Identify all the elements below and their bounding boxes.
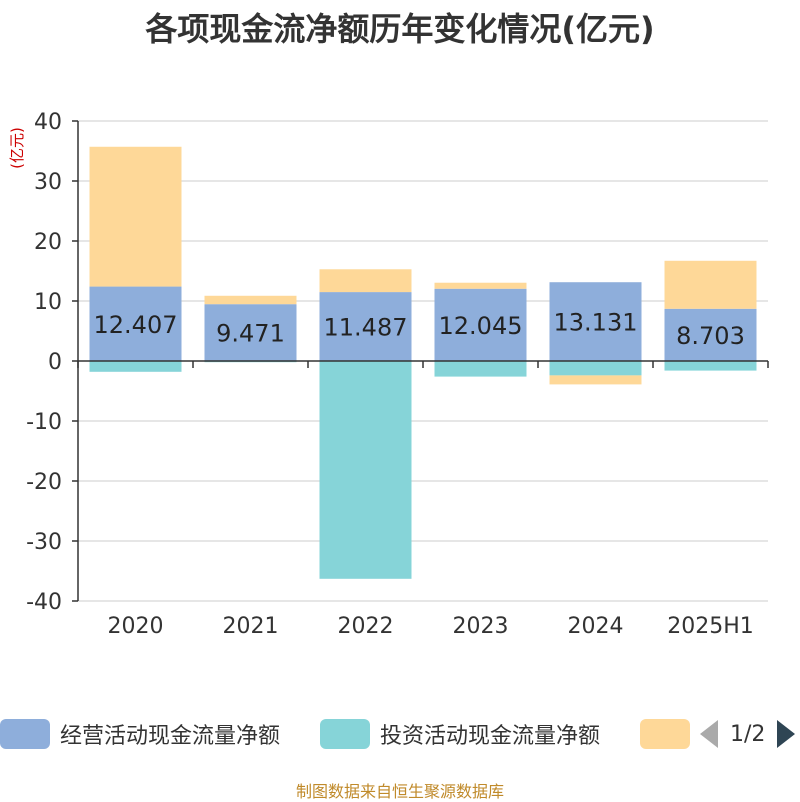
legend-swatch bbox=[640, 719, 690, 749]
bar-series-2-2023[interactable] bbox=[434, 361, 527, 377]
data-label: 13.131 bbox=[554, 309, 638, 337]
labels: 12.407 9.471 11.487 12.045 13.131 8.703 bbox=[94, 309, 745, 350]
bar-series-1-2023[interactable] bbox=[434, 288, 527, 361]
pager-next-icon[interactable] bbox=[777, 720, 796, 748]
y-tick-label: -20 bbox=[26, 470, 62, 495]
bar-series-1-2025H1[interactable] bbox=[664, 308, 757, 361]
bar-series-3-2020[interactable] bbox=[89, 146, 182, 287]
x-tick-label: 2023 bbox=[453, 614, 509, 639]
axes: 40 30 20 10 0 -10 -20 -30 -40 2020 2021 2022 2023 202… bbox=[8, 110, 769, 639]
chart: 40 30 20 10 0 -10 -20 -30 -40 2020 2021 2022 2023 202… bbox=[8, 110, 769, 639]
bar-series-3-2021[interactable] bbox=[204, 295, 297, 305]
y-tick-label: -30 bbox=[26, 530, 62, 555]
legend-pager: 1/2 bbox=[700, 716, 796, 752]
x-tick-label: 2022 bbox=[338, 614, 394, 639]
bar-series-2-2024[interactable] bbox=[549, 361, 642, 376]
y-tick-label: 10 bbox=[34, 290, 62, 315]
x-tick-label: 2024 bbox=[568, 614, 624, 639]
legend: 经营活动现金流量净额 投资活动现金流量净额 1/2 bbox=[0, 716, 800, 752]
pager-prev-icon[interactable] bbox=[700, 720, 718, 748]
y-tick-label: 30 bbox=[34, 170, 62, 195]
x-tick-label: 2020 bbox=[108, 614, 164, 639]
y-tick-label: 40 bbox=[34, 110, 62, 135]
legend-swatch bbox=[0, 719, 50, 749]
data-label: 11.487 bbox=[324, 314, 408, 342]
bar-series-3-2023[interactable] bbox=[434, 282, 527, 289]
x-tick-label: 2021 bbox=[223, 614, 279, 639]
grid-lines bbox=[78, 120, 768, 602]
y-tick-label: -10 bbox=[26, 410, 62, 435]
pager-text: 1/2 bbox=[730, 721, 766, 747]
data-label: 12.045 bbox=[439, 312, 523, 340]
bar-series-1-2020[interactable] bbox=[89, 286, 182, 361]
legend-item-investing[interactable]: 投资活动现金流量净额 bbox=[320, 716, 600, 752]
y-axis-label: (亿元) bbox=[8, 127, 26, 169]
data-label: 9.471 bbox=[216, 320, 285, 348]
legend-item-operating[interactable]: 经营活动现金流量净额 bbox=[0, 716, 280, 752]
chart-title: 各项现金流净额历年变化情况(亿元) bbox=[145, 10, 655, 48]
bar-series-3-2025H1[interactable] bbox=[664, 260, 757, 309]
bar-series-2-2020[interactable] bbox=[89, 361, 182, 372]
data-label: 12.407 bbox=[94, 311, 178, 339]
source-note: 制图数据来自恒生聚源数据库 bbox=[295, 782, 504, 801]
x-tick-label: 2025H1 bbox=[667, 614, 754, 639]
legend-label: 投资活动现金流量净额 bbox=[380, 724, 601, 749]
bar-series-1-2021[interactable] bbox=[204, 304, 297, 361]
bars bbox=[89, 146, 757, 579]
legend-swatch bbox=[320, 719, 370, 749]
bar-series-2-2022[interactable] bbox=[319, 361, 412, 579]
data-label: 8.703 bbox=[676, 322, 745, 350]
legend-label: 经营活动现金流量净额 bbox=[60, 724, 281, 749]
y-tick-label: -40 bbox=[26, 590, 62, 615]
bar-series-1-2022[interactable] bbox=[319, 292, 412, 361]
y-tick-label: 0 bbox=[48, 350, 62, 375]
y-tick-label: 20 bbox=[34, 230, 62, 255]
bar-series-1-2024[interactable] bbox=[549, 282, 642, 361]
bar-series-2-2025H1[interactable] bbox=[664, 361, 757, 371]
legend-item-third[interactable] bbox=[640, 716, 700, 752]
bar-series-3-2022[interactable] bbox=[319, 269, 412, 293]
bar-series-3-2024[interactable] bbox=[549, 375, 642, 385]
